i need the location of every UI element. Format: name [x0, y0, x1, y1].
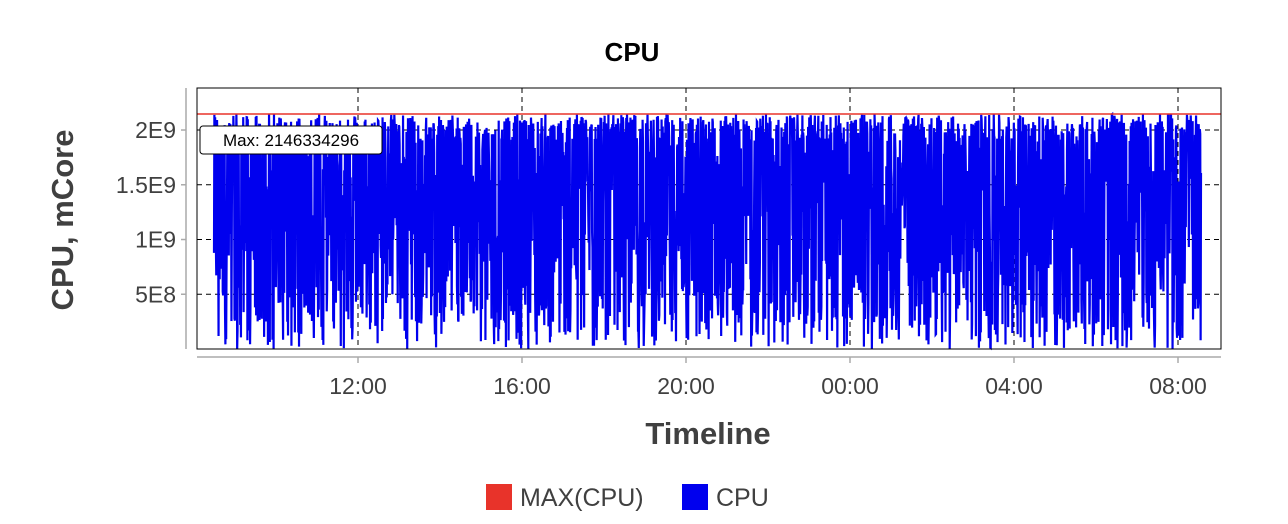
x-axis-title: Timeline — [645, 416, 770, 451]
plot-frame — [196, 87, 1222, 350]
max-annotation-box — [199, 125, 383, 155]
plot-border — [196, 87, 1222, 350]
chart-title: CPU — [605, 37, 660, 67]
x-tick-label: 16:00 — [493, 373, 551, 399]
legend-label: CPU — [716, 484, 769, 512]
max-annotation-label: Max: 2146334296 — [223, 131, 359, 150]
cpu-series — [212, 111, 1203, 351]
y-tick-label: 2E9 — [135, 117, 176, 143]
legend-swatch — [682, 484, 708, 510]
legend-swatch — [486, 484, 512, 510]
y-axis: 5E8 1E9 1.5E9 2E9 — [116, 88, 187, 349]
x-tick-label: 04:00 — [985, 373, 1043, 399]
legend-item: MAX(CPU) — [486, 484, 644, 512]
y-axis-title: CPU, mCore — [45, 130, 80, 311]
cpu-series-line — [212, 111, 1203, 351]
x-tick-label: 20:00 — [657, 373, 715, 399]
y-tick-label: 1E9 — [135, 227, 176, 253]
x-tick-label: 00:00 — [821, 373, 879, 399]
legend-label: MAX(CPU) — [520, 484, 644, 512]
annotations: Max: 2146334296 — [199, 125, 383, 155]
x-axis: 12:00 16:00 20:00 00:00 04:00 08:00 — [197, 356, 1221, 399]
y-tick-label: 5E8 — [135, 281, 176, 307]
legend-item: CPU — [682, 484, 769, 512]
legend: MAX(CPU) CPU — [486, 484, 769, 512]
x-tick-label: 08:00 — [1149, 373, 1207, 399]
y-tick-label: 1.5E9 — [116, 172, 176, 198]
x-tick-label: 12:00 — [329, 373, 387, 399]
